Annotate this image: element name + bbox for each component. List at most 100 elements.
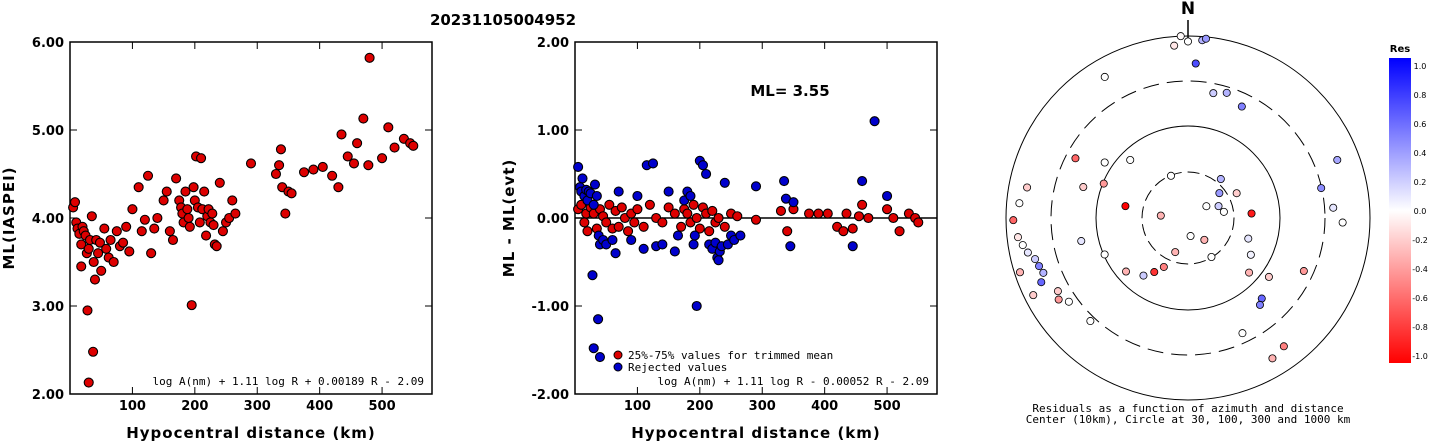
station-marker — [1245, 268, 1254, 277]
data-point — [139, 214, 150, 225]
data-point — [133, 182, 144, 193]
y-tick-label: 2.00 — [32, 388, 64, 403]
data-point — [99, 223, 110, 234]
data-point — [389, 142, 400, 153]
data-point — [358, 113, 369, 124]
data-point — [108, 256, 119, 268]
station-marker — [1015, 199, 1024, 208]
station-marker — [1009, 216, 1018, 225]
station-marker — [1053, 287, 1062, 296]
station-marker — [1200, 235, 1209, 244]
y-tick-label: 2.00 — [537, 36, 569, 51]
data-point — [813, 208, 824, 219]
azimuth-residual-map: N Residuals as a function of azimuth and… — [1005, 0, 1371, 426]
data-point — [199, 186, 210, 197]
y-tick-label: 6.00 — [32, 36, 64, 51]
data-point — [697, 160, 708, 171]
data-point — [363, 160, 374, 171]
station-marker — [1237, 102, 1246, 111]
station-marker — [1018, 241, 1027, 250]
station-marker — [1170, 41, 1179, 50]
station-marker — [1214, 202, 1223, 211]
data-point — [76, 261, 87, 272]
data-point — [638, 221, 649, 232]
station-marker — [1216, 175, 1225, 184]
data-point — [577, 173, 588, 184]
range-circle-100km — [1095, 125, 1281, 311]
data-point — [804, 208, 815, 219]
data-point — [847, 223, 858, 234]
data-point — [83, 243, 94, 254]
station-marker — [1016, 268, 1025, 277]
station-marker — [1126, 155, 1135, 164]
north-label: N — [1181, 0, 1195, 19]
data-point — [105, 234, 116, 246]
colorbar-tick-label: -1.0 — [1412, 352, 1428, 361]
data-point — [913, 217, 924, 228]
data-point — [632, 190, 643, 202]
data-point — [691, 300, 702, 312]
data-point — [688, 199, 699, 210]
data-point — [688, 239, 699, 250]
station-marker — [1279, 342, 1288, 351]
data-point — [146, 248, 157, 259]
data-point — [89, 274, 101, 285]
data-point — [669, 208, 680, 219]
data-point — [669, 246, 680, 257]
axis-ticks: 100 200 300 400 500 -2.00 -1.00 0.00 1.00 2.00 — [532, 36, 937, 414]
data-point — [857, 175, 868, 187]
data-point — [647, 158, 659, 169]
data-point — [161, 186, 172, 197]
data-point — [69, 197, 81, 208]
data-point — [167, 234, 179, 246]
data-point — [629, 217, 640, 228]
x-tick-label: 500 — [873, 399, 900, 414]
station-marker — [1333, 155, 1342, 164]
station-marker — [1159, 262, 1168, 271]
legend-label-accepted: 25%-75% values for trimmed mean — [628, 349, 833, 362]
data-point — [588, 343, 599, 354]
data-point — [164, 226, 175, 237]
station-marker — [1219, 207, 1228, 216]
data-point — [822, 208, 833, 219]
data-point — [719, 221, 730, 232]
station-marker — [1039, 268, 1048, 277]
data-point — [352, 138, 363, 149]
y-tick-label: 3.00 — [32, 300, 64, 315]
station-marker — [1317, 184, 1326, 193]
residual-colorbar: Res 1.0 0.8 0.6 0.4 0.2 0.0 -0.2 -0.4 -0.6 -0.8 -1… — [1389, 44, 1428, 363]
data-point — [719, 177, 730, 188]
data-point — [83, 377, 94, 388]
station-marker — [1202, 202, 1211, 211]
station-marker — [1222, 88, 1231, 97]
figure-title: 20231105004952 — [430, 11, 576, 29]
station-marker — [1244, 234, 1253, 243]
y-axis-label: ML(IASPEI) — [0, 166, 18, 269]
station-marker — [1171, 248, 1180, 257]
data-point — [308, 164, 319, 175]
ml-vs-distance-plot: Hypocentral distance (km) ML(IASPEI) log… — [0, 36, 433, 441]
colorbar-tick-label: 1.0 — [1414, 62, 1427, 71]
data-point — [208, 219, 219, 231]
data-point — [383, 122, 394, 133]
data-point — [124, 246, 135, 257]
data-point — [882, 204, 893, 215]
data-point — [657, 217, 668, 228]
data-point — [863, 212, 874, 224]
data-point — [579, 217, 590, 228]
station-marker — [1100, 72, 1109, 81]
station-residual-markers — [1009, 32, 1347, 363]
data-point — [888, 212, 899, 224]
y-tick-label: -2.00 — [532, 388, 569, 403]
data-point — [196, 153, 207, 164]
colorbar-tick-label: -0.2 — [1412, 236, 1428, 245]
x-axis-label: Hypocentral distance (km) — [126, 424, 376, 441]
data-point — [847, 241, 858, 252]
data-point — [127, 204, 138, 215]
station-marker — [1139, 271, 1148, 280]
data-point — [788, 197, 799, 208]
data-point — [182, 204, 193, 215]
data-point — [604, 199, 615, 210]
data-point — [616, 202, 627, 213]
station-marker — [1184, 37, 1193, 46]
